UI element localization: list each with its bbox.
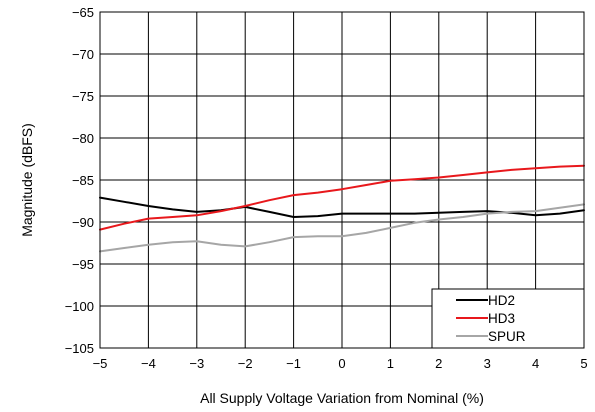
y-tick-label: −65 (72, 5, 94, 20)
y-tick-label: −90 (72, 215, 94, 230)
plot-frame (99, 11, 585, 349)
x-tick-label: −5 (93, 356, 108, 371)
y-tick-label: −75 (72, 89, 94, 104)
y-tick-labels: −65 −70 −75 −80 −85 −90 −95 −100 −105 (65, 5, 94, 356)
y-tick-label: −70 (72, 47, 94, 62)
x-tick-label: 2 (435, 356, 442, 371)
x-axis-label: All Supply Voltage Variation from Nomina… (200, 390, 484, 406)
x-tick-label: 3 (484, 356, 491, 371)
y-tick-label: −95 (72, 257, 94, 272)
y-axis-label: Magnitude (dBFS) (19, 123, 35, 237)
y-tick-label: −105 (65, 341, 94, 356)
series-lines (99, 164, 585, 253)
legend: HD2 HD3 SPUR (431, 288, 585, 349)
legend-label-hd3: HD3 (488, 311, 515, 326)
x-tick-label: 5 (580, 356, 587, 371)
x-tick-label: −2 (238, 356, 253, 371)
x-tick-label: −4 (141, 356, 156, 371)
x-tick-label: 1 (387, 356, 394, 371)
legend-label-spur: SPUR (488, 329, 526, 344)
x-tick-label: 0 (338, 356, 345, 371)
y-tick-label: −100 (65, 299, 94, 314)
x-tick-label: −3 (189, 356, 204, 371)
y-tick-label: −80 (72, 131, 94, 146)
y-tick-label: −85 (72, 173, 94, 188)
x-tick-labels: −5 −4 −3 −2 −1 0 1 2 3 4 5 (93, 356, 588, 371)
legend-label-hd2: HD2 (488, 293, 515, 308)
x-tick-label: −1 (286, 356, 301, 371)
series-line-spur (99, 203, 585, 253)
series-line-hd3 (99, 164, 585, 231)
x-tick-label: 4 (532, 356, 539, 371)
